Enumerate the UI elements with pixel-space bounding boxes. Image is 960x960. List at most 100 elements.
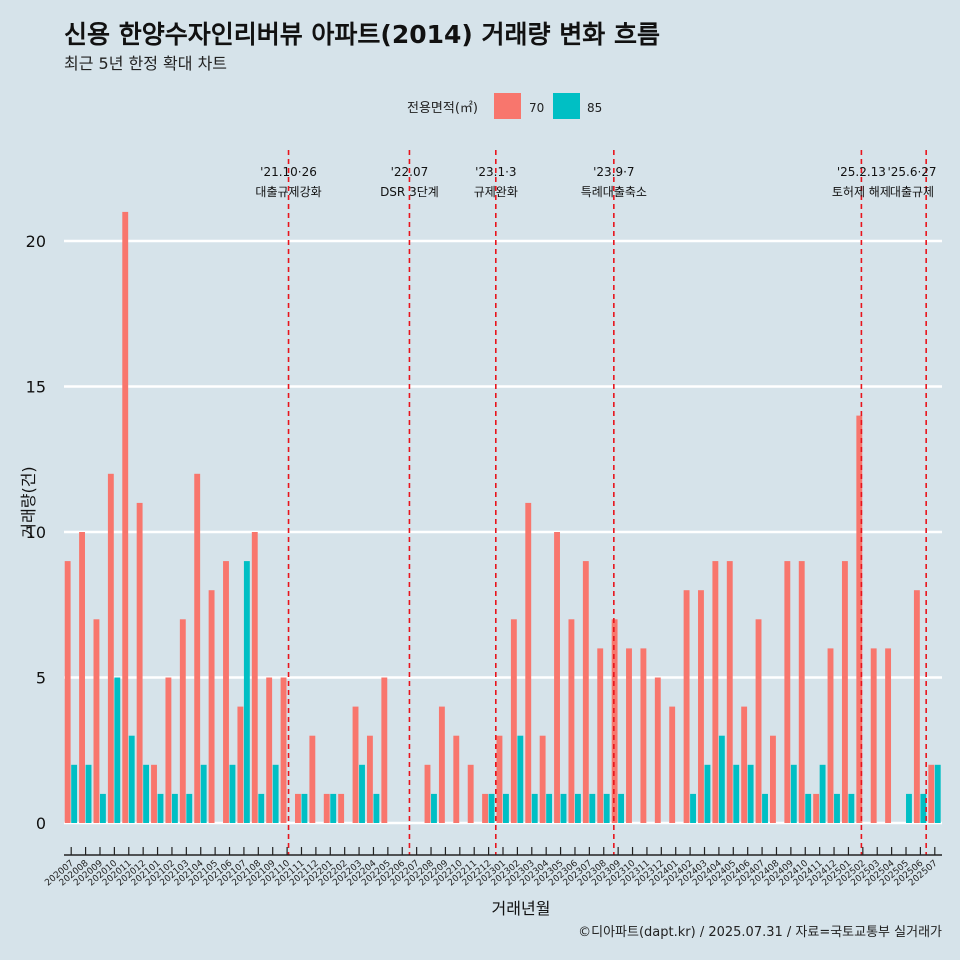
bar-70-202307 bbox=[582, 561, 589, 823]
bar-85-202107 bbox=[243, 561, 250, 823]
event-date: '21.10·26 bbox=[260, 165, 317, 179]
bar-70-202103 bbox=[179, 619, 186, 823]
x-axis: 2020072020082020092020102020112020122021… bbox=[43, 847, 942, 888]
bar-70-202212 bbox=[482, 793, 489, 823]
bar-85-202308 bbox=[603, 793, 610, 823]
bar-85-202303 bbox=[531, 793, 538, 823]
chart-subtitle: 최근 5년 한정 확대 차트 bbox=[64, 54, 227, 73]
bar-70-202503 bbox=[870, 648, 877, 823]
legend-swatch-70 bbox=[494, 93, 521, 119]
legend-label-85: 85 bbox=[587, 101, 602, 115]
caption: ©디아파트(dapt.kr) / 2025.07.31 / 자료=국토교통부 실… bbox=[578, 925, 942, 940]
bar-70-202210 bbox=[453, 735, 460, 823]
bar-85-202007 bbox=[71, 764, 78, 823]
legend-label-70: 70 bbox=[529, 101, 544, 115]
event-label: 규제완화 bbox=[474, 185, 518, 199]
bar-85-202011 bbox=[128, 735, 135, 823]
bar-70-202412 bbox=[827, 648, 834, 823]
event-date: '25.2.13 bbox=[837, 165, 886, 179]
bar-70-202301 bbox=[496, 735, 503, 823]
bar-85-202109 bbox=[272, 764, 279, 823]
bar-70-202303 bbox=[525, 502, 532, 823]
bar-70-202009 bbox=[93, 619, 100, 823]
bar-70-202306 bbox=[568, 619, 575, 823]
bar-85-202008 bbox=[85, 764, 92, 823]
bar-85-202010 bbox=[114, 677, 121, 823]
bar-70-202312 bbox=[654, 677, 661, 823]
bar-70-202208 bbox=[424, 764, 431, 823]
bar-70-202201 bbox=[323, 793, 330, 823]
bar-85-202106 bbox=[229, 764, 236, 823]
y-axis-ticks: 0 5 10 15 20 bbox=[26, 232, 46, 833]
bar-70-202506 bbox=[913, 590, 920, 823]
bar-70-202209 bbox=[438, 706, 445, 823]
event-date: '23.1·3 bbox=[475, 165, 516, 179]
bar-70-202012 bbox=[136, 502, 143, 823]
bar-85-202104 bbox=[200, 764, 207, 823]
bar-85-202505 bbox=[906, 793, 912, 823]
bar-85-202411 bbox=[819, 764, 826, 823]
bar-85-202305 bbox=[560, 793, 567, 823]
legend-swatch-85 bbox=[553, 93, 580, 119]
legend-title: 전용면적(㎡) bbox=[407, 101, 478, 116]
bar-70-202402 bbox=[683, 590, 690, 823]
bar-70-202408 bbox=[770, 735, 776, 823]
bar-70-202504 bbox=[885, 648, 892, 823]
bar-70-202102 bbox=[165, 677, 172, 823]
bar-70-202410 bbox=[798, 561, 805, 823]
bar-85-202506 bbox=[920, 793, 927, 823]
bar-70-202110 bbox=[280, 677, 287, 823]
bar-70-202202 bbox=[338, 793, 345, 823]
bar-70-202109 bbox=[266, 677, 273, 823]
event-label: 토허제 해제 bbox=[832, 185, 891, 199]
bar-70-202404 bbox=[712, 561, 719, 823]
bar-70-202302 bbox=[510, 619, 517, 823]
bars bbox=[64, 211, 941, 823]
event-label: DSR 3단계 bbox=[380, 185, 439, 199]
y-axis-label: 거래량(건) bbox=[19, 466, 38, 537]
bar-70-202501 bbox=[841, 561, 848, 823]
y-tick-label: 20 bbox=[26, 232, 46, 251]
bar-85-202204 bbox=[373, 793, 380, 823]
bar-85-202012 bbox=[143, 764, 150, 823]
bar-70-202101 bbox=[151, 764, 157, 823]
event-date: '22.07 bbox=[391, 165, 429, 179]
bar-85-202203 bbox=[359, 764, 365, 823]
bar-85-202406 bbox=[747, 764, 754, 823]
bar-70-202507 bbox=[928, 764, 935, 823]
bar-85-202304 bbox=[546, 793, 553, 823]
bar-70-202403 bbox=[698, 590, 704, 823]
bar-70-202308 bbox=[597, 648, 604, 823]
bar-85-202309 bbox=[618, 793, 625, 823]
bar-70-202010 bbox=[107, 473, 114, 823]
event-label: 대출규제 bbox=[890, 185, 934, 199]
bar-85-202403 bbox=[704, 764, 711, 823]
event-date: '23.9·7 bbox=[593, 165, 634, 179]
bar-85-202111 bbox=[301, 793, 308, 823]
bar-85-202009 bbox=[99, 793, 106, 823]
bar-85-202108 bbox=[258, 793, 265, 823]
bar-85-202302 bbox=[517, 735, 524, 823]
bar-85-202208 bbox=[431, 793, 437, 823]
y-tick-label: 5 bbox=[36, 669, 46, 688]
bar-70-202502 bbox=[856, 415, 863, 823]
bar-85-202507 bbox=[934, 764, 941, 823]
bar-70-202204 bbox=[366, 735, 373, 823]
bar-70-202007 bbox=[64, 561, 71, 823]
bar-85-202405 bbox=[733, 764, 740, 823]
bar-70-202106 bbox=[223, 561, 229, 823]
bar-70-202405 bbox=[726, 561, 733, 823]
bar-85-202409 bbox=[790, 764, 797, 823]
bar-70-202205 bbox=[381, 677, 388, 823]
bar-70-202008 bbox=[79, 532, 85, 823]
bar-85-202306 bbox=[574, 793, 581, 823]
bar-70-202401 bbox=[669, 706, 676, 823]
y-tick-label: 10 bbox=[26, 523, 46, 542]
bar-70-202310 bbox=[626, 648, 632, 823]
bar-85-202501 bbox=[848, 793, 855, 823]
bar-85-202402 bbox=[690, 793, 696, 823]
bar-70-202407 bbox=[755, 619, 762, 823]
bar-70-202406 bbox=[741, 706, 748, 823]
